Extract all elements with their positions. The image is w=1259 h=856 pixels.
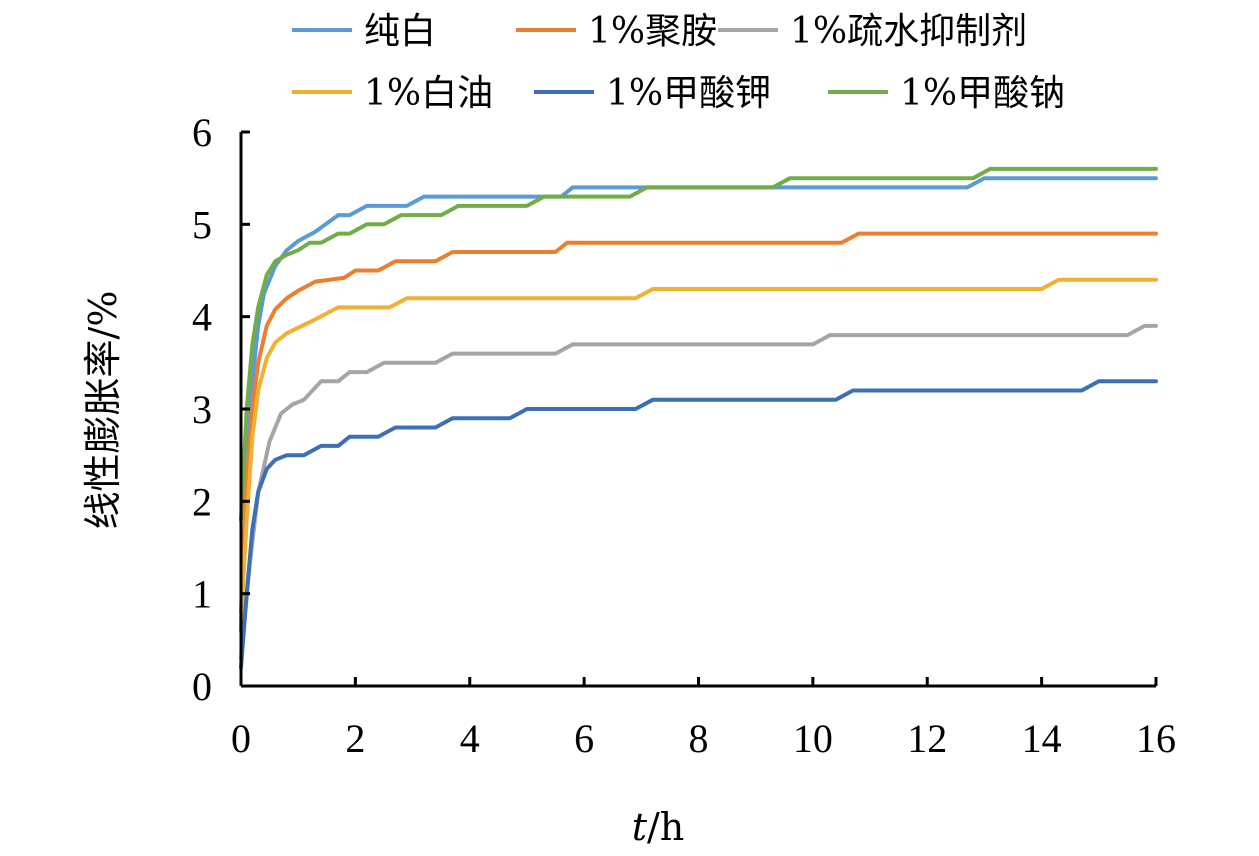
x-tick-label: 8: [689, 716, 709, 761]
series-layer: [239, 166, 1158, 670]
x-tick-label: 0: [231, 716, 251, 761]
legend-item-2: 1%聚胺: [516, 11, 717, 52]
y-tick-label: 6: [192, 110, 212, 155]
y-axis-title: 线性膨胀率/%: [81, 291, 125, 530]
legend-label: 1%白油: [364, 73, 493, 114]
legend-item-3: 1%疏水抑制剂: [718, 11, 1027, 52]
legend-label: 1%甲酸钠: [900, 73, 1065, 114]
series-line-5: [239, 379, 1158, 670]
y-tick-label: 5: [192, 202, 212, 247]
x-tick-label: 6: [574, 716, 594, 761]
x-tick-label: 14: [1022, 716, 1062, 761]
y-tick-label: 4: [192, 295, 212, 340]
x-axis-title-var: t: [632, 805, 648, 849]
legend-item-6: 1%甲酸钠: [828, 73, 1065, 114]
y-tick-label: 1: [192, 572, 212, 617]
series-line-2: [239, 231, 1158, 615]
x-tick-label: 12: [907, 716, 947, 761]
legend-label: 1%聚胺: [588, 11, 717, 52]
legend: 纯白 1%聚胺 1%疏水抑制剂 1%白油 1%甲酸钾 1%甲酸钠: [292, 11, 1065, 114]
legend-item-5: 1%甲酸钾: [534, 73, 771, 114]
legend-label: 1%疏水抑制剂: [790, 11, 1027, 52]
y-tick-label: 0: [192, 664, 212, 709]
legend-item-1: 纯白: [292, 11, 436, 52]
series-line-4: [239, 277, 1158, 624]
y-tick-label: 2: [192, 479, 212, 524]
series-line-1: [239, 176, 1158, 633]
y-tick-label: 3: [192, 387, 212, 432]
x-tick-label: 16: [1136, 716, 1176, 761]
legend-label: 1%甲酸钾: [606, 73, 771, 114]
series-line-6: [239, 166, 1158, 522]
legend-item-4: 1%白油: [292, 73, 493, 114]
legend-label: 纯白: [364, 11, 436, 52]
x-axis-title: t/h: [632, 805, 685, 849]
x-tick-label: 4: [460, 716, 480, 761]
x-axis-title-unit: /h: [647, 805, 684, 849]
series-line-3: [239, 323, 1158, 661]
x-tick-label: 2: [345, 716, 365, 761]
x-tick-label: 10: [793, 716, 833, 761]
axes: [239, 132, 1156, 688]
